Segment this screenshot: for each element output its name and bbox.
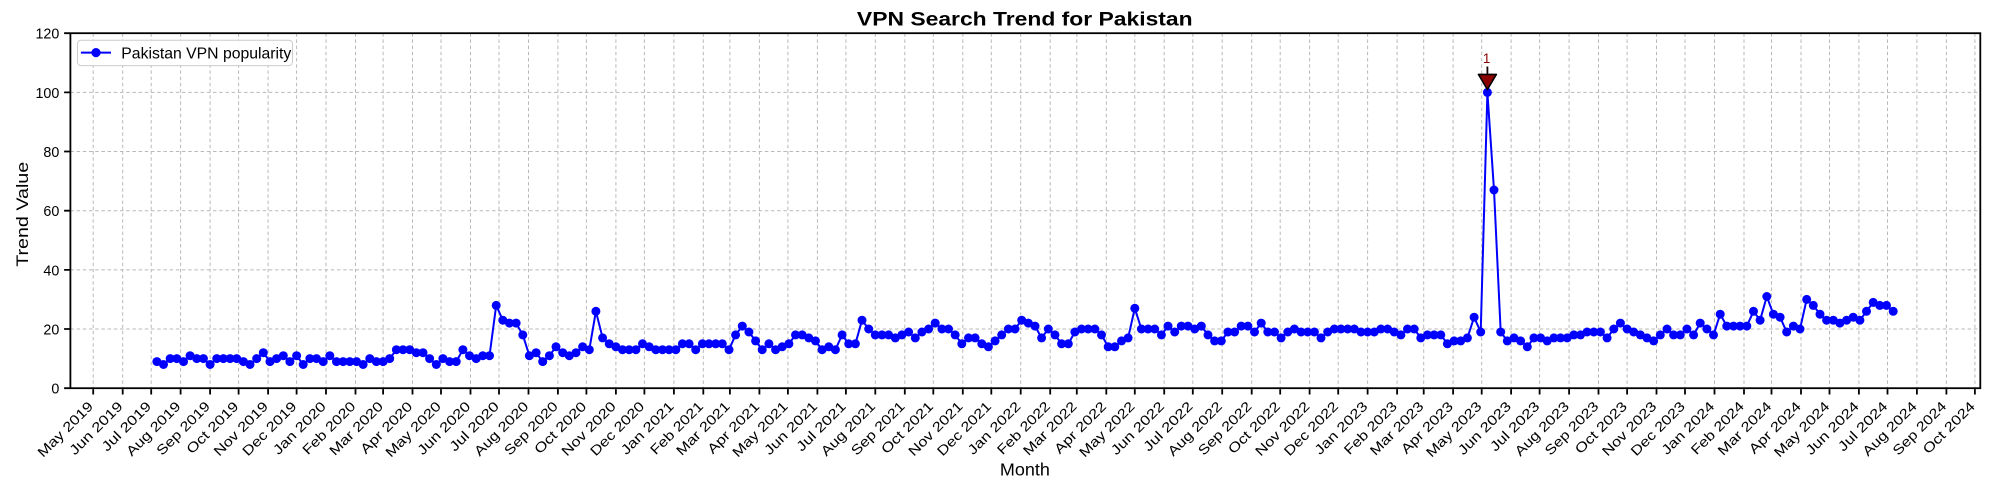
svg-text:Trend Value: Trend Value — [14, 162, 32, 267]
svg-text:20: 20 — [43, 322, 59, 338]
svg-text:0: 0 — [51, 382, 59, 398]
svg-text:Month: Month — [1000, 459, 1050, 479]
svg-text:120: 120 — [35, 27, 59, 43]
svg-text:Pakistan VPN popularity: Pakistan VPN popularity — [121, 45, 291, 62]
svg-text:60: 60 — [43, 204, 59, 220]
svg-text:100: 100 — [35, 86, 59, 102]
svg-text:VPN Search Trend for Pakistan: VPN Search Trend for Pakistan — [857, 9, 1193, 31]
svg-text:80: 80 — [43, 145, 59, 161]
svg-text:40: 40 — [43, 263, 59, 279]
svg-text:1: 1 — [1483, 51, 1490, 66]
